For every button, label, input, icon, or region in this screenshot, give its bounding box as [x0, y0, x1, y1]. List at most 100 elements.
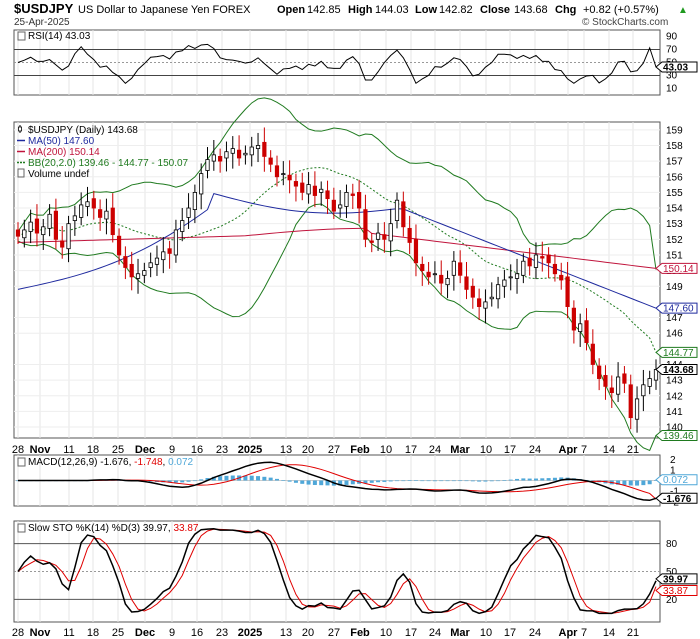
x-tick-label: 21	[627, 444, 639, 456]
x-tick-label: 24	[429, 444, 441, 456]
candle-body	[641, 384, 646, 397]
macd-hist-bar	[192, 480, 197, 482]
macd-hist-bar	[552, 477, 557, 481]
macd-hist-bar	[470, 480, 475, 482]
macd-hist-bar	[628, 480, 633, 486]
candle-body	[293, 181, 299, 187]
price-tick: 154	[666, 204, 683, 215]
candle-body	[135, 273, 141, 279]
candle-body	[521, 260, 526, 276]
close-label: Close	[480, 4, 510, 16]
price-tick: 143	[666, 376, 683, 387]
macd-hist-bar	[262, 476, 267, 481]
candle-body	[439, 274, 444, 284]
rsi-label: RSI(14) 43.03	[28, 31, 91, 42]
candle-body	[154, 257, 160, 265]
sto-legend-swatch	[17, 523, 26, 533]
price-tick: 147	[666, 313, 683, 324]
macd-hist-bar	[319, 480, 324, 486]
x-axis: 28 Nov 11 18 25 Dec 9 16 23 2025 13 20 27 Feb 10 17 24 Ma…	[12, 444, 639, 456]
candle-body	[306, 184, 311, 195]
macd-hist-bar	[527, 478, 532, 481]
candle-body	[104, 210, 109, 220]
legend-text: $USDJPY (Daily) 143.68	[28, 125, 138, 136]
macd-hist-bar	[451, 480, 456, 482]
candle-body	[192, 191, 197, 211]
x-tick-label: 9	[169, 444, 175, 456]
x-tick-label: 20	[302, 627, 314, 639]
x-tick-label: 24	[429, 627, 441, 639]
macd-hist-bar	[224, 475, 229, 481]
price-tick: 151	[666, 250, 683, 261]
macd-hist-bar	[325, 480, 330, 486]
x-tick-label: 18	[87, 444, 99, 456]
legend-candle-icon	[18, 126, 22, 132]
candle-body	[527, 257, 532, 267]
sto-tick: 20	[666, 595, 678, 606]
candle-body	[628, 384, 633, 419]
panel-frame	[13, 121, 661, 439]
macd-hist-bar	[559, 477, 564, 481]
macd-label-part: MACD(12,26,9)	[28, 457, 100, 468]
candle-body	[382, 234, 387, 240]
macd-hist-bar	[287, 480, 292, 482]
macd-hist-bar	[521, 478, 526, 481]
macd-hist-bar	[281, 480, 286, 481]
candle-body	[559, 274, 564, 281]
candle-body	[375, 232, 381, 240]
x-tick-label: 17	[504, 444, 516, 456]
watermark: © StockCharts.com	[582, 17, 668, 28]
macd-hist-bar	[616, 480, 621, 485]
sto-label-part: Slow STO %K(14) %D(3)	[28, 523, 143, 534]
chart-date: 25-Apr-2025	[14, 17, 70, 28]
candle-body	[287, 174, 292, 181]
x-axis: 28 Nov 11 18 25 Dec 9 16 23 2025 13 20 27 Feb 10 17 24 Ma…	[12, 627, 639, 639]
macd-hist-bar	[243, 475, 248, 481]
value-flag-text: 139.46	[663, 431, 694, 442]
macd-hist-bar	[218, 476, 223, 481]
sto-tick: 50	[666, 567, 678, 578]
x-tick-label: Nov	[30, 444, 52, 456]
macd-hist-bar	[401, 480, 406, 482]
macd-hist-bar	[249, 475, 254, 481]
value-flag-text: 144.77	[663, 348, 694, 359]
macd-hist-bar	[173, 480, 178, 483]
low-label: Low	[415, 4, 437, 16]
x-tick-label: 10	[380, 444, 392, 456]
candle-body	[369, 240, 374, 243]
macd-tick: -1	[670, 487, 679, 498]
x-tick-label: 7	[581, 627, 587, 639]
candle-body	[407, 227, 412, 243]
x-tick-label: 24	[529, 627, 541, 639]
value-flag	[655, 302, 698, 314]
candle-body	[401, 201, 406, 228]
candle-body	[28, 221, 33, 232]
candle-body	[180, 220, 185, 232]
macd-hist-bar	[533, 478, 538, 481]
candle-body	[597, 365, 602, 379]
candle-body	[142, 270, 147, 276]
candle-body	[268, 157, 273, 165]
macd-hist-bar	[515, 478, 520, 481]
macd-hist-bar	[268, 477, 273, 481]
macd-hist-bar	[496, 480, 501, 482]
macd-hist-bar	[256, 476, 261, 481]
x-tick-label: Dec	[135, 444, 155, 456]
candle-body	[489, 296, 494, 300]
macd-hist-bar	[186, 480, 191, 482]
macd-hist-bar	[407, 480, 412, 481]
x-tick-label: 23	[216, 444, 228, 456]
macd-hist-bar	[439, 480, 444, 482]
candle-body	[495, 284, 501, 300]
candle-body	[34, 218, 40, 234]
macd-hist-bar	[382, 480, 387, 482]
candle-body	[578, 323, 583, 333]
value-flag-text: 39.97	[663, 574, 688, 585]
candle-body	[603, 375, 608, 387]
candle-body	[312, 185, 317, 196]
rsi-legend-swatch	[17, 31, 26, 41]
sto-k-line	[17, 528, 657, 615]
x-tick-label: Feb	[350, 627, 370, 639]
candle-body	[22, 229, 27, 239]
